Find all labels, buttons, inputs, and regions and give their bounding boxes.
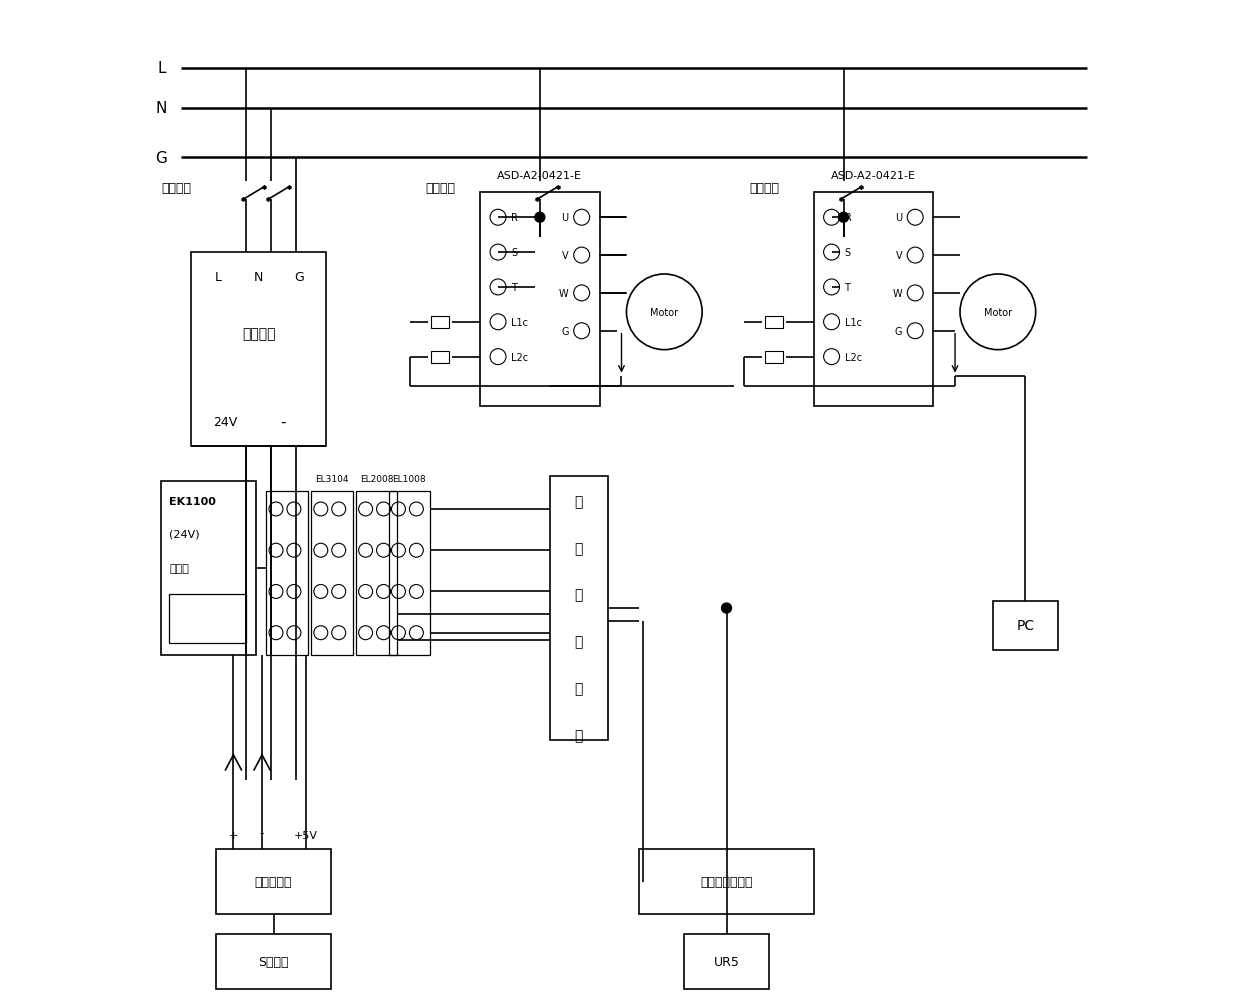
Bar [992, 601, 1058, 651]
Text: +: + [229, 829, 238, 840]
Text: W: W [892, 289, 902, 299]
Text: T: T [845, 283, 850, 293]
Text: 电: 电 [575, 494, 582, 509]
Text: EK1100: EK1100 [170, 496, 217, 507]
Circle shape [960, 275, 1036, 350]
Text: L: L [157, 61, 166, 76]
Text: 空气开关: 空气开关 [425, 182, 456, 195]
Bar [217, 850, 331, 915]
Text: R: R [845, 213, 851, 223]
Bar [266, 491, 307, 656]
Bar [431, 317, 450, 328]
Text: S: S [845, 248, 851, 258]
Text: EL1008: EL1008 [393, 474, 426, 483]
Bar [764, 351, 783, 363]
Text: 空气开关: 空气开关 [161, 182, 192, 195]
Text: UR5: UR5 [714, 955, 740, 968]
Bar [311, 491, 353, 656]
Text: 磁: 磁 [575, 542, 582, 556]
Text: L: L [214, 271, 222, 284]
Bar [161, 481, 256, 656]
Bar [684, 934, 769, 989]
Text: S: S [510, 248, 517, 258]
Text: N: N [156, 101, 167, 116]
Text: EL2008: EL2008 [359, 474, 393, 483]
Text: EL3104: EL3104 [315, 474, 348, 483]
Text: L2c: L2c [510, 352, 528, 362]
Text: PC: PC [1016, 619, 1035, 633]
Text: S传感器: S传感器 [258, 955, 289, 968]
Circle shape [535, 213, 545, 223]
Bar [814, 194, 933, 407]
Text: N: N [254, 271, 263, 284]
Text: 电: 电 [575, 635, 582, 649]
Text: -: - [280, 414, 285, 429]
Circle shape [839, 213, 849, 223]
Bar [479, 194, 600, 407]
Text: 开关电源: 开关电源 [242, 327, 275, 341]
Text: V: V [896, 251, 902, 261]
Text: W: W [559, 289, 569, 299]
Text: 继: 继 [575, 588, 582, 602]
Bar [639, 850, 814, 915]
Text: G: G [561, 326, 569, 336]
Text: U: U [561, 213, 569, 223]
Text: 24V: 24V [213, 415, 237, 428]
Text: G: G [156, 150, 167, 165]
Text: L1c: L1c [510, 318, 528, 327]
Text: ASD-A2-0421-E: ASD-A2-0421-E [497, 172, 582, 182]
Text: Motor: Motor [650, 308, 679, 318]
Text: 信号放大器: 信号放大器 [255, 876, 292, 889]
Text: 空气开关: 空气开关 [748, 182, 779, 195]
Text: 组: 组 [575, 728, 582, 742]
Text: T: T [510, 283, 517, 293]
Text: G: G [895, 326, 902, 336]
Text: U: U [895, 213, 902, 223]
Text: (24V): (24V) [170, 530, 199, 540]
Text: R: R [510, 213, 518, 223]
Bar [389, 491, 430, 656]
Text: 机器人运动控柜: 机器人运动控柜 [700, 876, 753, 889]
Text: G: G [294, 271, 304, 284]
Bar [764, 317, 783, 328]
Bar [217, 934, 331, 989]
Text: Motor: Motor [984, 308, 1012, 318]
Text: V: V [563, 251, 569, 261]
Bar [191, 253, 326, 446]
Text: 以太网: 以太网 [170, 563, 190, 573]
Bar [431, 351, 450, 363]
Text: -: - [260, 826, 264, 840]
Text: ASD-A2-0421-E: ASD-A2-0421-E [831, 172, 916, 182]
Bar [550, 476, 607, 740]
Circle shape [721, 604, 731, 614]
Bar [356, 491, 398, 656]
Bar [170, 594, 247, 644]
Text: 器: 器 [575, 681, 582, 695]
Text: L2c: L2c [845, 352, 861, 362]
Text: +5V: +5V [294, 829, 317, 840]
Text: L1c: L1c [845, 318, 861, 327]
Circle shape [627, 275, 703, 350]
